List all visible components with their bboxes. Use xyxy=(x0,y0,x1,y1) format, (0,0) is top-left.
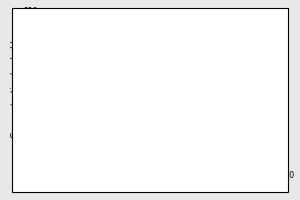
Y-axis label: Concentration(ng/mL): Concentration(ng/mL) xyxy=(11,38,20,138)
X-axis label: Optical Density: Optical Density xyxy=(130,183,200,192)
